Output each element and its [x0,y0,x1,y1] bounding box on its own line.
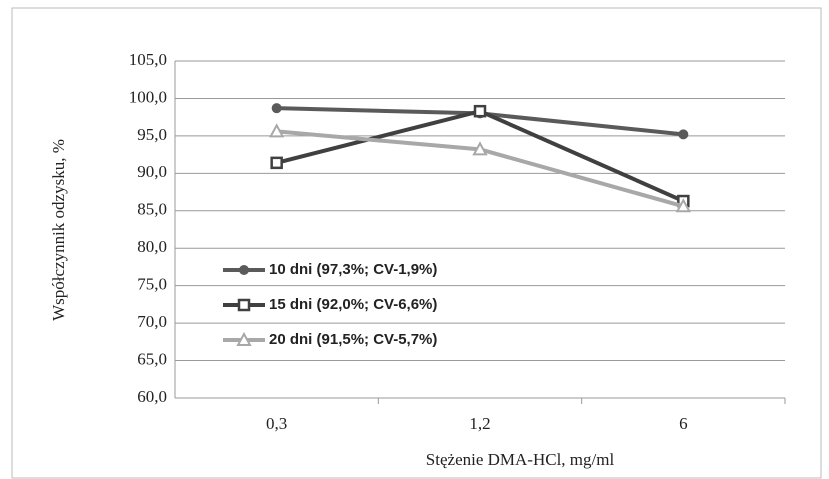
marker [473,104,487,118]
chart-border [11,7,822,479]
x-tick-label: 1,2 [469,414,490,433]
marker [239,265,249,275]
x-tick-label: 0,3 [266,414,287,433]
x-tick-label: 6 [679,414,688,433]
y-tick-label: 105,0 [129,50,167,69]
marker [678,129,689,140]
legend-label: 20 dni (91,5%; CV-5,7%) [269,331,437,348]
marker [270,156,283,170]
y-tick-label: 70,0 [137,312,167,331]
y-tick-label: 90,0 [137,162,167,181]
marker [472,141,488,156]
marker [271,103,282,114]
legend-label: 15 dni (92,0%; CV-6,6%) [269,296,437,313]
marker [236,331,252,346]
marker [268,123,285,138]
y-axis-title: Współczynnik odzysku, % [49,139,68,321]
y-tick-label: 65,0 [137,349,167,368]
y-tick-label: 95,0 [137,125,167,144]
x-axis-title: Stężenie DMA-HCl, mg/ml [426,450,615,469]
marker [237,298,251,312]
y-tick-label: 100,0 [129,87,167,106]
marker [675,198,692,213]
y-tick-label: 60,0 [137,387,167,406]
legend-label: 10 dni (97,3%; CV-1,9%) [269,261,437,278]
y-tick-label: 85,0 [137,200,167,219]
y-tick-label: 75,0 [137,275,167,294]
y-tick-label: 80,0 [137,237,167,256]
